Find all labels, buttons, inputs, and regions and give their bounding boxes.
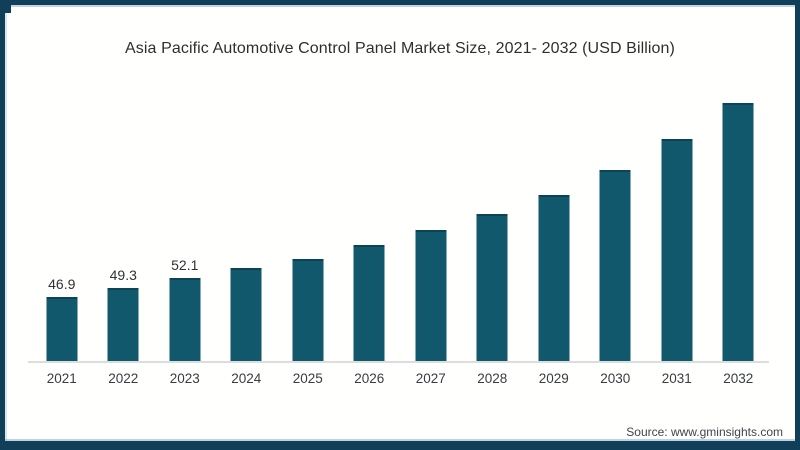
bar-2024 xyxy=(230,268,262,362)
bar-2021 xyxy=(46,297,78,362)
bar-slot-2023: 52.1 xyxy=(154,92,216,362)
bar-value-label-2023: 52.1 xyxy=(171,257,199,273)
bar-slot-2022: 49.3 xyxy=(93,92,155,362)
bar-2027 xyxy=(415,230,447,362)
x-axis-tick-label-2025: 2025 xyxy=(292,371,323,386)
x-axis-tick-label-2022: 2022 xyxy=(108,371,139,386)
bar-2022 xyxy=(107,288,139,362)
bar-2023 xyxy=(169,278,201,362)
x-axis-tick-label-2027: 2027 xyxy=(415,371,446,386)
bar-slot-2028 xyxy=(462,92,524,362)
bar-slot-2031 xyxy=(646,92,708,362)
bar-slot-2027 xyxy=(400,92,462,362)
bar-2032 xyxy=(722,103,754,362)
bar-slot-2029 xyxy=(523,92,585,362)
x-axis-tick-label-2026: 2026 xyxy=(354,371,385,386)
bar-2028 xyxy=(476,214,508,362)
chart-title: Asia Pacific Automotive Control Panel Ma… xyxy=(125,40,675,57)
x-axis-tick-label-2030: 2030 xyxy=(600,371,631,386)
bar-2029 xyxy=(538,195,570,362)
source-text: Source: www.gminsights.com xyxy=(626,425,783,439)
bar-slot-2026 xyxy=(339,92,401,362)
bar-2030 xyxy=(599,170,631,362)
x-axis-tick-label-2031: 2031 xyxy=(661,371,692,386)
bar-2025 xyxy=(292,259,324,362)
corner-accent-square xyxy=(0,0,11,13)
x-axis-tick-label-2021: 2021 xyxy=(46,371,77,386)
bar-value-label-2022: 49.3 xyxy=(109,267,137,283)
x-axis-tick-labels: 2021 2022 2023 2024 2025 2026 2027 2028 2029 2030… xyxy=(31,371,769,386)
bar-value-label-2021: 46.9 xyxy=(48,276,76,292)
x-axis-tick-label-2032: 2032 xyxy=(723,371,754,386)
x-axis-tick-label-2029: 2029 xyxy=(538,371,569,386)
x-axis-line xyxy=(28,361,769,363)
x-axis-tick-label-2028: 2028 xyxy=(477,371,508,386)
bar-slot-2030 xyxy=(585,92,647,362)
x-axis-tick-label-2023: 2023 xyxy=(169,371,200,386)
plot-area: 46.9 49.3 52.1 xyxy=(31,92,769,362)
bar-slot-2021: 46.9 xyxy=(31,92,93,362)
bar-slot-2024 xyxy=(216,92,278,362)
bar-2026 xyxy=(353,245,385,362)
bar-2031 xyxy=(661,139,693,362)
x-axis-tick-label-2024: 2024 xyxy=(231,371,262,386)
bar-slot-2025 xyxy=(277,92,339,362)
bar-slot-2032 xyxy=(708,92,770,362)
